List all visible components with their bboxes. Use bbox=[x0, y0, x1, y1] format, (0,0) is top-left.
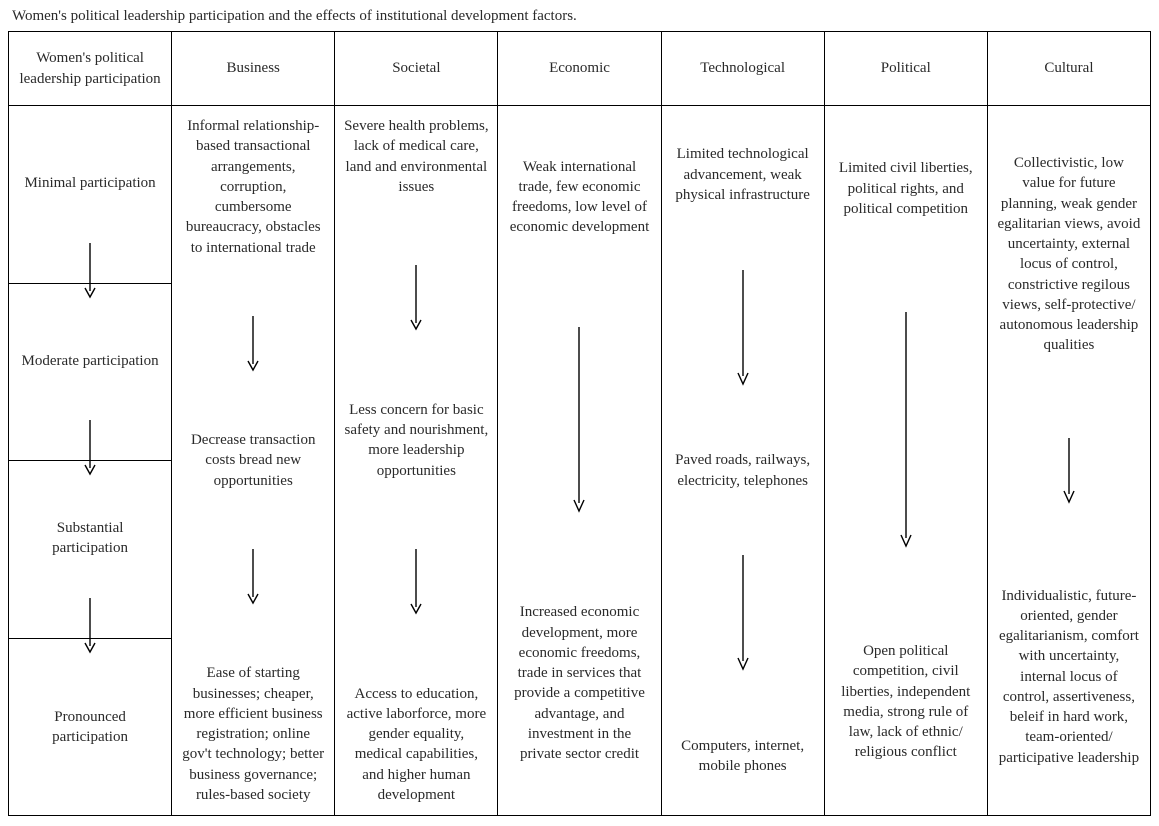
business-text-0: Informal relationship-based transactiona… bbox=[178, 114, 328, 260]
header-row: Women's political leadership participati… bbox=[9, 32, 1151, 106]
body-row: Minimal participation Informal relations… bbox=[9, 106, 1151, 284]
arrow-down-icon bbox=[898, 310, 914, 550]
technological-text-1: Paved roads, railways, electricity, tele… bbox=[668, 448, 818, 493]
level-moderate: Moderate participation bbox=[20, 349, 161, 373]
level-substantial: Substantial participation bbox=[15, 516, 165, 561]
level-minimal-cell: Minimal participation bbox=[9, 106, 172, 284]
societal-cell: Severe health problems, lack of medical … bbox=[335, 106, 498, 816]
business-text-1: Decrease transaction costs bread new opp… bbox=[178, 428, 328, 493]
political-cell: Limited civil liberties, political right… bbox=[824, 106, 987, 816]
col-header-societal: Societal bbox=[335, 32, 498, 106]
cultural-text-1: Individualistic, future-oriented, gender… bbox=[994, 584, 1144, 770]
level-minimal: Minimal participation bbox=[22, 171, 157, 195]
level-substantial-cell: Substantial participation bbox=[9, 461, 172, 639]
cultural-text-0: Collectivistic, low value for future pla… bbox=[994, 151, 1144, 358]
societal-text-2: Access to education, active laborforce, … bbox=[341, 682, 491, 808]
arrow-down-icon bbox=[245, 547, 261, 607]
cultural-cell: Collectivistic, low value for future pla… bbox=[987, 106, 1150, 816]
arrow-down-icon bbox=[245, 314, 261, 374]
factors-table: Women's political leadership participati… bbox=[8, 31, 1151, 816]
col-header-participation: Women's political leadership participati… bbox=[9, 32, 172, 106]
societal-text-1: Less concern for basic safety and nouris… bbox=[341, 398, 491, 483]
col-header-business: Business bbox=[172, 32, 335, 106]
business-text-2: Ease of starting businesses; cheaper, mo… bbox=[178, 661, 328, 807]
economic-text-0: Weak international trade, few economic f… bbox=[504, 155, 654, 240]
political-text-0: Limited civil liberties, political right… bbox=[831, 156, 981, 221]
arrow-down-icon bbox=[408, 263, 424, 333]
arrow-down-icon bbox=[1061, 436, 1077, 506]
level-pronounced-cell: Pronounced participation bbox=[9, 638, 172, 816]
economic-cell: Weak international trade, few economic f… bbox=[498, 106, 661, 816]
arrow-down-icon bbox=[735, 553, 751, 673]
arrow-down-icon bbox=[735, 268, 751, 388]
arrow-down-icon bbox=[408, 547, 424, 617]
political-text-1: Open political competition, civil libert… bbox=[831, 639, 981, 765]
economic-text-1: Increased economic development, more eco… bbox=[504, 600, 654, 766]
arrow-down-icon bbox=[571, 325, 587, 515]
societal-text-0: Severe health problems, lack of medical … bbox=[341, 114, 491, 199]
technological-text-2: Computers, internet, mobile phones bbox=[668, 734, 818, 779]
level-moderate-cell: Moderate participation bbox=[9, 283, 172, 461]
figure-caption: Women's political leadership participati… bbox=[12, 8, 1151, 25]
col-header-political: Political bbox=[824, 32, 987, 106]
col-header-economic: Economic bbox=[498, 32, 661, 106]
col-header-technological: Technological bbox=[661, 32, 824, 106]
technological-cell: Limited technological advancement, weak … bbox=[661, 106, 824, 816]
level-pronounced: Pronounced participation bbox=[15, 705, 165, 750]
business-cell: Informal relationship-based transactiona… bbox=[172, 106, 335, 816]
technological-text-0: Limited technological advancement, weak … bbox=[668, 142, 818, 207]
col-header-cultural: Cultural bbox=[987, 32, 1150, 106]
